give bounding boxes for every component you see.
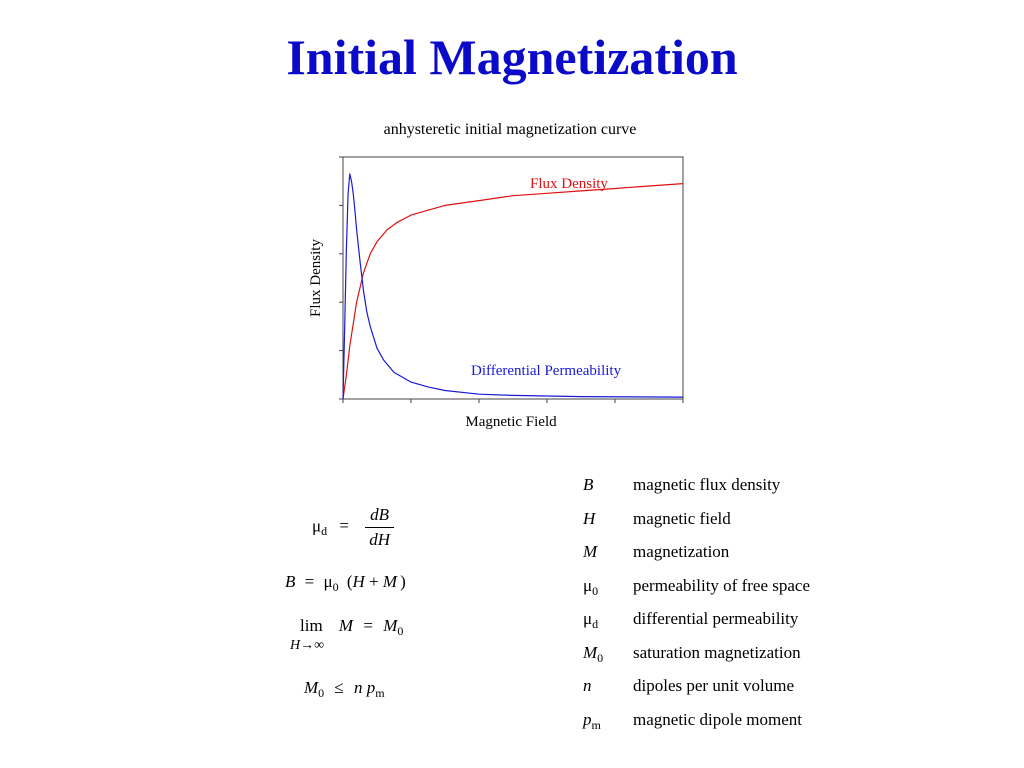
- legend-symbol: M0: [583, 642, 604, 665]
- axis-ticks: [339, 156, 684, 403]
- legend-description: magnetic dipole moment: [633, 709, 803, 729]
- legend-symbol: B: [583, 475, 594, 494]
- equation-saturation-limit: lim M = M0: [300, 616, 404, 638]
- equation-flux-density: B = μ0 (H + M): [285, 572, 406, 594]
- legend-symbol: M: [583, 542, 598, 561]
- mu-symbol: μ: [312, 516, 322, 536]
- legend-description: permeability of free space: [633, 575, 810, 595]
- legend-symbol: μd: [583, 609, 599, 631]
- legend-description: magnetic flux density: [633, 475, 781, 494]
- legend-row: μd differential permeability: [583, 609, 883, 637]
- legend-symbol: H: [583, 508, 596, 528]
- legend-description: dipoles per unit volume: [633, 676, 795, 695]
- limit-subscript: H→∞: [290, 638, 325, 653]
- series-label-differential-permeability: Differential Permeability: [471, 363, 622, 379]
- legend-row: pm magnetic dipole moment: [583, 710, 883, 738]
- legend-description: differential permeability: [633, 609, 799, 628]
- equation-differential-permeability: μd = dB dH: [312, 505, 394, 550]
- x-axis-label: Magnetic Field: [465, 414, 557, 430]
- y-axis-label: Flux Density: [308, 239, 324, 317]
- legend-symbol: μ0: [583, 575, 599, 598]
- legend-row: n dipoles per unit volume: [583, 676, 883, 704]
- legend-row: μ0 permeability of free space: [583, 576, 883, 604]
- equation-saturation-bound: M0 ≤ n pm: [304, 678, 385, 700]
- differential-permeability-line: [342, 173, 684, 400]
- fraction: dB dH: [365, 505, 394, 550]
- legend-description: magnetization: [633, 542, 730, 561]
- legend-description: magnetic field: [633, 508, 731, 528]
- series-label-flux-density: Flux Density: [530, 176, 608, 192]
- chart-title: anhysteretic initial magnetization curve: [384, 121, 637, 138]
- legend-description: saturation magnetization: [633, 642, 801, 662]
- page-title: Initial Magnetization: [286, 29, 738, 85]
- flux-density-line: [342, 183, 684, 400]
- legend-row: M0 saturation magnetization: [583, 643, 883, 671]
- legend-symbol: n: [583, 676, 592, 695]
- magnetization-chart: anhysteretic initial magnetization curve…: [308, 121, 684, 430]
- plot-frame: [342, 156, 684, 400]
- series-layer: [342, 173, 684, 400]
- legend-symbol: pm: [583, 709, 601, 732]
